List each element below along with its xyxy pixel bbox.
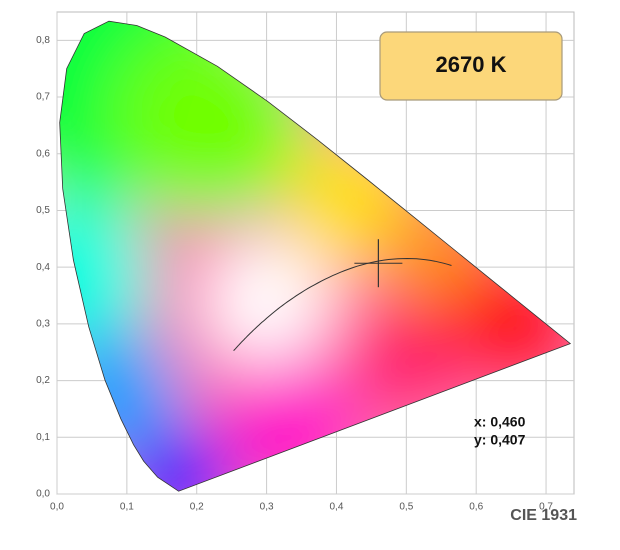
x-tick-label: 0,4 [330, 502, 344, 513]
y-tick-label: 0,1 [36, 432, 50, 443]
planckian-locus [233, 257, 452, 352]
cct-label: 2670 K [436, 52, 507, 77]
y-coordinate: y: 0,407 [474, 432, 526, 448]
x-tick-label: 0,0 [50, 502, 64, 513]
color-blob [350, 302, 463, 414]
y-tick-label: 0,6 [36, 148, 50, 159]
point-marker [354, 239, 403, 288]
y-tick-label: 0,0 [36, 489, 50, 500]
y-tick-label: 0,3 [36, 319, 50, 330]
x-tick-label: 0,5 [399, 502, 413, 513]
x-tick-label: 0,6 [469, 502, 483, 513]
y-tick-label: 0,2 [36, 375, 50, 386]
x-coordinate: x: 0,460 [474, 414, 526, 430]
y-tick-label: 0,5 [36, 205, 50, 216]
spectral-locus [59, 20, 572, 492]
cct-badge [379, 31, 563, 101]
y-tick-label: 0,8 [36, 35, 50, 46]
x-tick-label: 0,2 [190, 502, 204, 513]
x-tick-label: 0,7 [539, 502, 553, 513]
x-tick-label: 0,3 [260, 502, 274, 513]
color-blob [119, 426, 232, 492]
color-blob [112, 22, 309, 218]
y-tick-label: 0,7 [36, 92, 50, 103]
x-tick-label: 0,1 [120, 502, 134, 513]
y-tick-label: 0,4 [36, 262, 50, 273]
footer: CIE 1931 [510, 507, 577, 524]
color-blob [203, 238, 330, 365]
